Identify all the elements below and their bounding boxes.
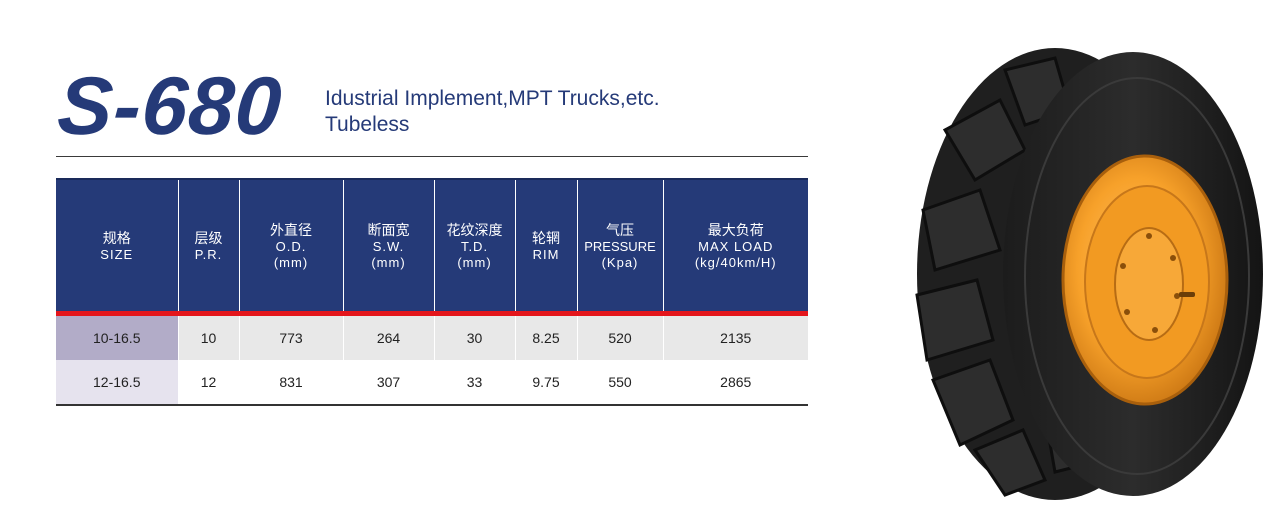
header-rule: [56, 156, 808, 157]
cell-max-load: 2865: [662, 360, 808, 406]
subtitle: Idustrial Implement,MPT Trucks,etc. Tube…: [325, 86, 660, 138]
spec-table: 规格 SIZE 层级 P.R. 外直径 O.D. (mm) 断面宽 S.W. (mm) 花纹…: [56, 178, 808, 406]
application-text: Idustrial Implement,MPT Trucks,etc.: [325, 87, 660, 110]
cell-sw: 307: [342, 360, 434, 406]
cell-td: 30: [433, 316, 515, 360]
col-pressure: 气压 PRESSURE (Kpa): [576, 178, 663, 311]
tubeless-text: Tubeless: [325, 113, 410, 136]
accent-bar: [56, 311, 808, 316]
table-row: 10-16.5 10 773 264 30 8.25 520 2135: [56, 316, 808, 360]
table-row: 12-16.5 12 831 307 33 9.75 550 2865: [56, 360, 808, 406]
col-td: 花纹深度 T.D. (mm): [433, 178, 515, 311]
col-rim: 轮辋 RIM: [514, 178, 577, 311]
model-title: S-680: [54, 61, 286, 152]
cell-pr: 12: [177, 360, 239, 406]
cell-od: 831: [238, 360, 343, 406]
cell-size: 10-16.5: [56, 316, 178, 360]
tire-icon: [905, 40, 1267, 508]
cell-pr: 10: [177, 316, 239, 360]
col-pr: 层级 P.R.: [177, 178, 239, 311]
col-max-load: 最大负荷 MAX LOAD (kg/40km/H): [662, 178, 808, 311]
cell-pressure: 550: [576, 360, 663, 406]
cell-od: 773: [238, 316, 343, 360]
cell-td: 33: [433, 360, 515, 406]
cell-sw: 264: [342, 316, 434, 360]
col-sw: 断面宽 S.W. (mm): [342, 178, 434, 311]
cell-rim: 9.75: [514, 360, 577, 406]
cell-max-load: 2135: [662, 316, 808, 360]
cell-size: 12-16.5: [56, 360, 178, 406]
cell-rim: 8.25: [514, 316, 577, 360]
col-od: 外直径 O.D. (mm): [238, 178, 343, 311]
table-header-row: 规格 SIZE 层级 P.R. 外直径 O.D. (mm) 断面宽 S.W. (mm) 花纹…: [56, 178, 808, 311]
col-size: 规格 SIZE: [56, 178, 178, 311]
cell-pressure: 520: [576, 316, 663, 360]
